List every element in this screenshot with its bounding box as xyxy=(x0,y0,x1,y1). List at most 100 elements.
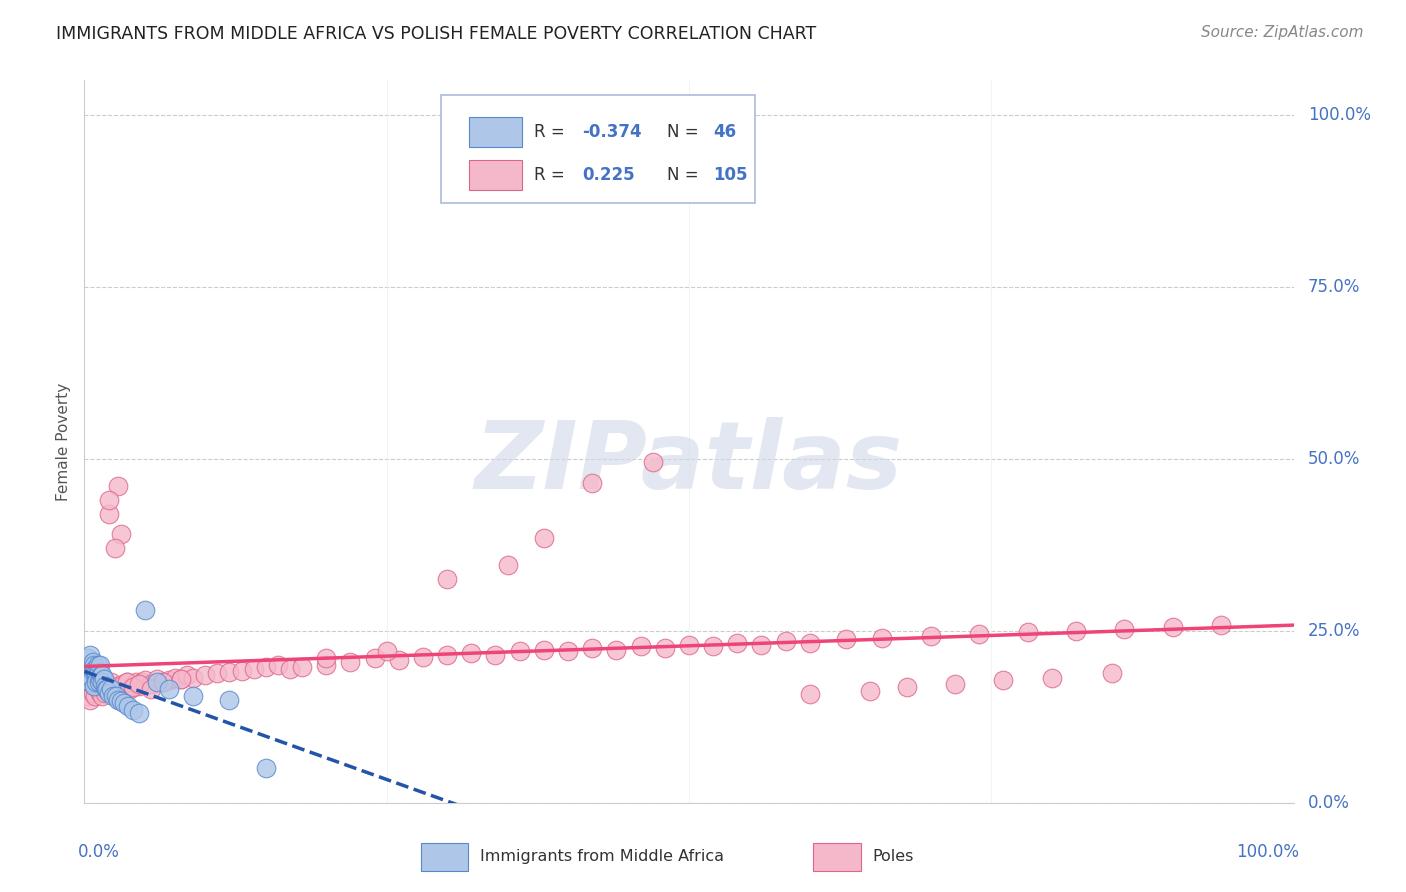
Point xyxy=(581,475,603,490)
Point xyxy=(107,692,129,706)
Point xyxy=(181,671,204,685)
Point xyxy=(557,644,579,658)
Point xyxy=(134,673,156,688)
Point xyxy=(170,672,193,686)
Text: IMMIGRANTS FROM MIDDLE AFRICA VS POLISH FEMALE POVERTY CORRELATION CHART: IMMIGRANTS FROM MIDDLE AFRICA VS POLISH … xyxy=(56,25,817,43)
Point xyxy=(91,689,114,703)
Point xyxy=(86,675,108,690)
Point xyxy=(103,689,125,703)
Point xyxy=(146,675,169,690)
Point xyxy=(630,639,652,653)
Text: -0.374: -0.374 xyxy=(582,123,643,141)
Point xyxy=(90,682,112,697)
Point xyxy=(139,682,162,697)
Point xyxy=(128,706,150,721)
Point xyxy=(84,668,107,682)
Point xyxy=(104,689,127,703)
Point xyxy=(278,662,301,676)
Text: N =: N = xyxy=(668,166,704,185)
Text: 50.0%: 50.0% xyxy=(1308,450,1361,467)
Point xyxy=(993,673,1015,688)
Point xyxy=(920,629,942,643)
Point xyxy=(86,658,108,673)
Point xyxy=(120,682,142,697)
Point xyxy=(181,689,204,703)
Point xyxy=(207,666,229,681)
Point xyxy=(97,686,120,700)
Point xyxy=(86,665,108,679)
Point xyxy=(87,675,110,690)
Point xyxy=(128,679,150,693)
Point xyxy=(533,643,555,657)
Point xyxy=(77,658,100,673)
Point xyxy=(1040,671,1063,685)
Point xyxy=(146,672,169,686)
Point xyxy=(291,659,314,673)
Point xyxy=(93,682,115,697)
FancyBboxPatch shape xyxy=(420,843,468,871)
Point xyxy=(115,675,138,690)
Point xyxy=(79,648,101,662)
Point xyxy=(91,675,114,690)
Point xyxy=(104,686,127,700)
Point xyxy=(97,682,120,697)
Text: R =: R = xyxy=(534,166,571,185)
Point xyxy=(100,682,122,697)
Point xyxy=(94,679,117,693)
Point xyxy=(90,668,112,682)
Point xyxy=(702,639,724,653)
Text: 0.0%: 0.0% xyxy=(1308,794,1350,812)
Point xyxy=(110,694,132,708)
Point xyxy=(128,677,150,691)
Point xyxy=(678,638,700,652)
Text: Immigrants from Middle Africa: Immigrants from Middle Africa xyxy=(479,849,724,864)
Point xyxy=(254,659,277,673)
Point xyxy=(77,682,100,697)
Point xyxy=(176,668,198,682)
Text: 100.0%: 100.0% xyxy=(1308,105,1371,124)
Point xyxy=(242,662,264,676)
Point xyxy=(79,692,101,706)
Point xyxy=(77,651,100,665)
Point xyxy=(125,675,148,690)
Text: 105: 105 xyxy=(713,166,748,185)
Point xyxy=(115,675,138,690)
Point xyxy=(79,668,101,682)
Text: R =: R = xyxy=(534,123,571,141)
Point xyxy=(82,655,104,669)
Point xyxy=(121,680,143,694)
Point xyxy=(388,653,411,667)
Point xyxy=(218,692,240,706)
Point xyxy=(93,672,115,686)
Point xyxy=(94,679,117,693)
Point xyxy=(315,658,337,673)
Point xyxy=(412,649,434,664)
Point xyxy=(157,682,180,697)
Point xyxy=(121,679,143,693)
Point xyxy=(77,658,100,673)
Point xyxy=(87,665,110,679)
Point xyxy=(533,531,555,545)
Point xyxy=(872,631,894,645)
Point xyxy=(76,665,98,679)
Point xyxy=(152,675,174,690)
Point xyxy=(859,684,882,698)
Point xyxy=(157,673,180,688)
Point xyxy=(86,682,108,697)
Point xyxy=(254,761,277,775)
FancyBboxPatch shape xyxy=(468,160,522,190)
Point xyxy=(339,655,361,669)
Text: 0.225: 0.225 xyxy=(582,166,636,185)
Point xyxy=(83,679,105,693)
Point xyxy=(110,680,132,694)
Point xyxy=(641,455,664,469)
Point xyxy=(134,603,156,617)
Point xyxy=(1064,624,1087,638)
Point xyxy=(152,675,174,690)
Point xyxy=(107,679,129,693)
Text: 75.0%: 75.0% xyxy=(1308,277,1361,296)
Point xyxy=(107,479,129,493)
Point xyxy=(91,668,114,682)
Point xyxy=(79,675,101,690)
Point xyxy=(97,507,120,521)
